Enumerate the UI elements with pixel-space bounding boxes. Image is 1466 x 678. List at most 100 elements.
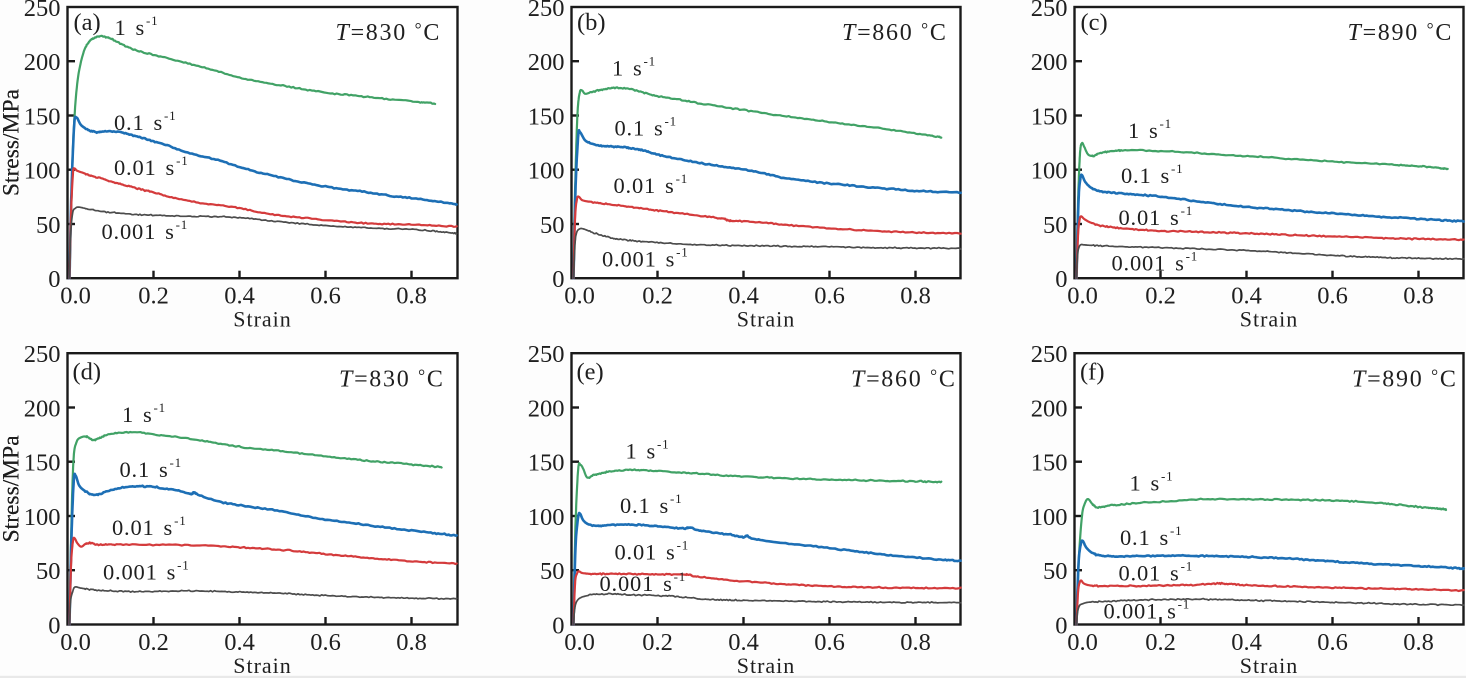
svg-text:150: 150	[24, 450, 61, 477]
svg-text:0.001 s-1: 0.001 s-1	[1104, 597, 1191, 624]
svg-text:Strain: Strain	[1240, 307, 1299, 332]
svg-text:T=830 °C: T=830 °C	[336, 19, 442, 46]
svg-text:Strain: Strain	[737, 653, 796, 678]
svg-text:0.6: 0.6	[1317, 629, 1348, 656]
svg-text:250: 250	[1031, 0, 1068, 22]
svg-text:0: 0	[48, 266, 60, 293]
svg-text:0.6: 0.6	[310, 629, 341, 656]
svg-text:100: 100	[528, 504, 565, 531]
svg-text:Strain: Strain	[233, 653, 292, 678]
svg-text:150: 150	[1031, 103, 1068, 130]
svg-text:50: 50	[36, 558, 61, 585]
svg-text:50: 50	[540, 558, 565, 585]
svg-text:0.4: 0.4	[728, 283, 759, 310]
svg-text:100: 100	[24, 158, 61, 185]
svg-text:150: 150	[528, 450, 565, 477]
svg-text:1 s-1: 1 s-1	[1130, 469, 1174, 496]
svg-text:250: 250	[528, 0, 565, 22]
svg-text:0.8: 0.8	[900, 629, 931, 656]
svg-text:250: 250	[528, 341, 565, 368]
svg-text:200: 200	[1031, 395, 1068, 422]
svg-text:1 s-1: 1 s-1	[626, 437, 670, 464]
svg-text:0.2: 0.2	[1145, 629, 1176, 656]
svg-text:200: 200	[24, 49, 61, 76]
svg-text:50: 50	[36, 212, 61, 239]
svg-text:(a): (a)	[74, 9, 101, 36]
svg-text:100: 100	[1031, 504, 1068, 531]
svg-text:0.8: 0.8	[900, 283, 931, 310]
svg-text:0.0: 0.0	[1067, 283, 1098, 310]
svg-text:100: 100	[528, 158, 565, 185]
svg-text:0.4: 0.4	[1231, 629, 1262, 656]
svg-text:Stress/MPa: Stress/MPa	[0, 435, 25, 543]
svg-text:0.2: 0.2	[642, 283, 673, 310]
svg-text:0: 0	[552, 266, 564, 293]
svg-text:Strain: Strain	[233, 307, 292, 332]
svg-text:0.2: 0.2	[138, 283, 169, 310]
svg-text:0.6: 0.6	[814, 283, 845, 310]
svg-text:T=830 °C: T=830 °C	[339, 366, 445, 393]
svg-text:0.1 s-1: 0.1 s-1	[1121, 161, 1183, 188]
svg-text:0.6: 0.6	[1317, 283, 1348, 310]
svg-text:0.2: 0.2	[1145, 283, 1176, 310]
svg-text:(b): (b)	[577, 9, 606, 36]
svg-text:Stress/MPa: Stress/MPa	[0, 88, 25, 196]
svg-text:Stress/MPa: Stress/MPa	[0, 435, 25, 543]
svg-text:50: 50	[540, 212, 565, 239]
svg-text:0.0: 0.0	[564, 629, 595, 656]
svg-text:1 s-1: 1 s-1	[115, 13, 159, 40]
svg-text:0.001 s-1: 0.001 s-1	[102, 217, 189, 244]
svg-text:0.8: 0.8	[1403, 629, 1434, 656]
svg-text:0: 0	[1055, 612, 1067, 639]
svg-text:Stress/MPa: Stress/MPa	[0, 88, 25, 196]
svg-text:(c): (c)	[1081, 9, 1108, 36]
svg-text:0.6: 0.6	[310, 283, 341, 310]
svg-text:100: 100	[1031, 158, 1068, 185]
svg-text:150: 150	[1031, 450, 1068, 477]
svg-text:(e): (e)	[577, 359, 604, 386]
svg-text:0.001 s-1: 0.001 s-1	[600, 569, 687, 596]
svg-text:250: 250	[24, 341, 61, 368]
svg-text:0: 0	[48, 612, 60, 639]
svg-text:0.001 s-1: 0.001 s-1	[103, 558, 190, 585]
svg-text:150: 150	[24, 103, 61, 130]
svg-text:(f): (f)	[1080, 359, 1104, 386]
svg-text:0: 0	[552, 612, 564, 639]
svg-text:0.8: 0.8	[396, 283, 427, 310]
svg-text:200: 200	[24, 395, 61, 422]
svg-text:0.4: 0.4	[224, 629, 255, 656]
svg-text:50: 50	[1043, 212, 1068, 239]
svg-text:(d): (d)	[73, 359, 102, 386]
svg-text:Stress/MPa: Stress/MPa	[0, 435, 25, 543]
svg-text:T=860 °C: T=860 °C	[851, 366, 957, 393]
svg-text:0: 0	[1055, 266, 1067, 293]
svg-text:0.4: 0.4	[728, 629, 759, 656]
svg-text:250: 250	[24, 0, 61, 22]
svg-text:0.4: 0.4	[1231, 283, 1262, 310]
svg-text:0.8: 0.8	[396, 629, 427, 656]
svg-text:0.0: 0.0	[564, 283, 595, 310]
svg-text:0.0: 0.0	[1067, 629, 1098, 656]
svg-text:200: 200	[1031, 49, 1068, 76]
svg-text:0.001 s-1: 0.001 s-1	[602, 245, 689, 272]
svg-text:250: 250	[1031, 341, 1068, 368]
svg-text:0.0: 0.0	[60, 629, 91, 656]
svg-text:0.4: 0.4	[224, 283, 255, 310]
svg-text:0.0: 0.0	[60, 283, 91, 310]
svg-text:0.001 s-1: 0.001 s-1	[1112, 249, 1199, 276]
svg-text:100: 100	[24, 504, 61, 531]
svg-text:0.1 s-1: 0.1 s-1	[620, 491, 682, 518]
svg-text:T=890 °C: T=890 °C	[1352, 366, 1458, 393]
svg-text:150: 150	[528, 103, 565, 130]
svg-text:0.2: 0.2	[138, 629, 169, 656]
svg-text:200: 200	[528, 395, 565, 422]
svg-text:50: 50	[1043, 558, 1068, 585]
svg-text:0.2: 0.2	[642, 629, 673, 656]
svg-text:T=860 °C: T=860 °C	[842, 19, 948, 46]
svg-text:Strain: Strain	[1240, 653, 1299, 678]
svg-text:200: 200	[528, 49, 565, 76]
svg-text:T=890 °C: T=890 °C	[1348, 19, 1454, 46]
svg-text:0.8: 0.8	[1403, 283, 1434, 310]
svg-text:Stress/MPa: Stress/MPa	[0, 88, 25, 196]
svg-text:0.6: 0.6	[814, 629, 845, 656]
